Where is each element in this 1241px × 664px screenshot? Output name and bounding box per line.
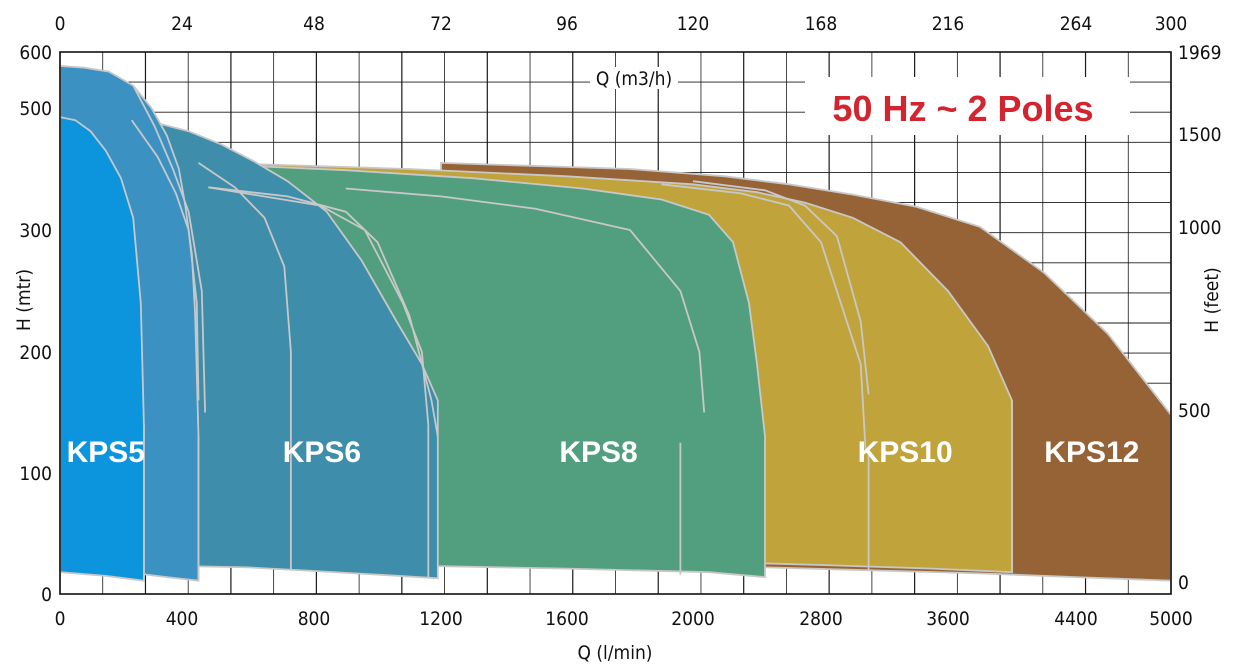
series-label-kps10: KPS10 [858, 436, 953, 469]
series-boundaries [130, 85, 1013, 581]
x-tick-label-top: 96 [556, 13, 578, 35]
curve-boundary [345, 187, 706, 413]
y-tick-label-right: 1500 [1178, 124, 1222, 146]
plot-frame [59, 51, 1172, 595]
x-tick-label-top: 0 [55, 13, 66, 35]
series-areas [59, 65, 1172, 582]
x-tick-label-top: 120 [677, 13, 710, 35]
area-kps6 [130, 119, 439, 580]
x-tick-label-top: 300 [1155, 13, 1188, 35]
curve-boundary [197, 162, 292, 353]
y-tick-label-left: 0 [41, 584, 52, 606]
y-tick-label-right: 0 [1178, 572, 1189, 594]
y-tick-label-right: 1000 [1178, 217, 1222, 239]
y-tick-label-right: 1969 [1178, 42, 1222, 64]
y-tick-label-left: 100 [19, 463, 52, 485]
x-tick-label-bottom: 800 [298, 608, 331, 630]
y-tick-label-right: 500 [1178, 400, 1211, 422]
x-tick-label-bottom: 1200 [419, 608, 463, 630]
x-tick-label-top: 24 [171, 13, 193, 35]
bottom-axis-title: Q (l/min) [578, 642, 653, 664]
curve-boundary [208, 186, 439, 437]
x-tick-label-bottom: 4400 [1054, 608, 1098, 630]
x-tick-label-top: 216 [932, 13, 965, 35]
x-tick-label-top: 264 [1060, 13, 1093, 35]
series-label-kps12: KPS12 [1044, 436, 1139, 469]
curve-boundary [130, 119, 200, 401]
y-tick-label-left: 600 [19, 42, 52, 64]
right-axis-title: H (feet) [1201, 267, 1223, 332]
x-tick-label-bottom: 2800 [799, 608, 843, 630]
y-tick-label-left: 300 [19, 220, 52, 242]
x-tick-label-bottom: 2000 [671, 608, 715, 630]
curve-boundary [692, 180, 870, 395]
curve-boundary [661, 183, 867, 449]
series-label-kps5: KPS5 [67, 436, 145, 469]
x-tick-label-top: 48 [303, 13, 325, 35]
title-badge-bg [805, 77, 1130, 135]
area-kps5 [59, 115, 145, 582]
x-tick-label-bottom: 1600 [545, 608, 589, 630]
series-labels: KPS12 KPS10 KPS8 KPS6 KPS5 [67, 436, 1140, 469]
x-tick-label-bottom: 5000 [1149, 608, 1193, 630]
x-tick-label-bottom: 3600 [926, 608, 970, 630]
series-label-kps8: KPS8 [559, 436, 637, 469]
y-tick-label-left: 500 [19, 98, 52, 120]
chart-title: 50 Hz ~ 2 Poles [832, 88, 1093, 129]
top-axis-title-bg [590, 67, 678, 89]
x-tick-label-bottom: 0 [55, 608, 66, 630]
x-tick-label-bottom: 400 [166, 608, 199, 630]
y-tick-label-left: 200 [19, 342, 52, 364]
x-tick-label-top: 72 [430, 13, 452, 35]
series-label-kps6: KPS6 [283, 436, 361, 469]
top-axis-title: Q (m3/h) [596, 68, 672, 90]
curve-boundary [132, 85, 206, 413]
x-tick-label-top: 168 [805, 13, 838, 35]
left-axis-title: H (mtr) [13, 269, 35, 331]
curve-boundary [208, 186, 430, 425]
